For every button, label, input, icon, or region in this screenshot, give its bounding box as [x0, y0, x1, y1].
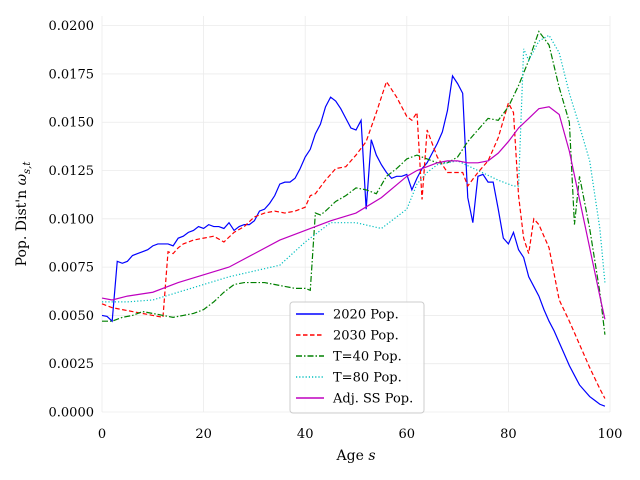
series-line-4: [102, 34, 606, 303]
series-lines: [101, 30, 606, 407]
x-tick-label: 20: [195, 427, 212, 442]
y-tick-label: 0.0150: [49, 116, 95, 131]
legend-label: 2030 Pop.: [333, 329, 399, 344]
x-tick-label: 80: [500, 427, 517, 442]
x-tick-label: 100: [598, 427, 623, 442]
series-line-5: [101, 106, 606, 320]
legend-box: [289, 301, 425, 414]
y-tick-label: 0.0100: [49, 212, 95, 227]
legend-label: T=40 Pop.: [333, 350, 402, 365]
y-axis-ticks: 0.0000 0.0025 0.0050 0.0075 0.0100 0.0125 0.01…: [49, 19, 95, 420]
series-line-1: [101, 74, 606, 407]
y-tick-label: 0.0000: [49, 406, 95, 421]
x-tick-label: 60: [399, 427, 416, 442]
legend-label: Adj. SS Pop.: [332, 392, 413, 407]
y-tick-label: 0.0025: [49, 357, 95, 372]
legend-label: T=80 Pop.: [333, 371, 402, 386]
x-axis-label: Age s: [336, 448, 376, 464]
legend-label: 2020 Pop.: [333, 308, 399, 323]
series-line-2: [101, 80, 606, 399]
x-tick-label: 0: [98, 427, 106, 442]
y-tick-label: 0.0050: [49, 309, 95, 324]
y-axis-label: Pop. Dist'n ωs,t: [14, 161, 33, 267]
y-tick-label: 0.0175: [49, 67, 95, 82]
y-tick-label: 0.0200: [49, 19, 95, 34]
gridlines: [101, 16, 611, 413]
x-tick-label: 40: [297, 427, 314, 442]
series-line-3: [102, 30, 606, 335]
x-axis-ticks: 0 20 40 60 80 100: [98, 427, 623, 442]
y-tick-label: 0.0075: [49, 261, 95, 276]
legend: 2020 Pop. 2030 Pop. T=40 Pop. T=80 Pop. Adj.…: [289, 301, 425, 414]
y-tick-label: 0.0125: [49, 164, 95, 179]
